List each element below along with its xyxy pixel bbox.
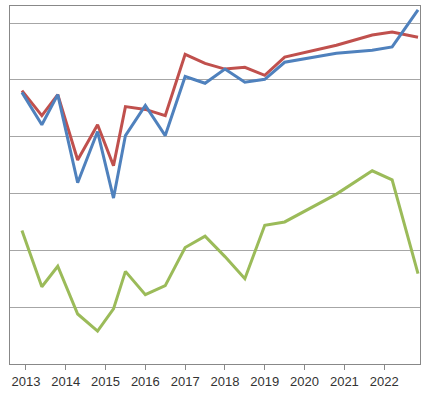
svg-text:2013: 2013 <box>11 374 40 389</box>
svg-text:2022: 2022 <box>370 374 399 389</box>
svg-text:2017: 2017 <box>171 374 200 389</box>
svg-text:2018: 2018 <box>210 374 239 389</box>
svg-text:2015: 2015 <box>91 374 120 389</box>
svg-text:2021: 2021 <box>330 374 359 389</box>
svg-text:2020: 2020 <box>290 374 319 389</box>
svg-text:2019: 2019 <box>250 374 279 389</box>
svg-text:2014: 2014 <box>51 374 80 389</box>
svg-text:2016: 2016 <box>131 374 160 389</box>
